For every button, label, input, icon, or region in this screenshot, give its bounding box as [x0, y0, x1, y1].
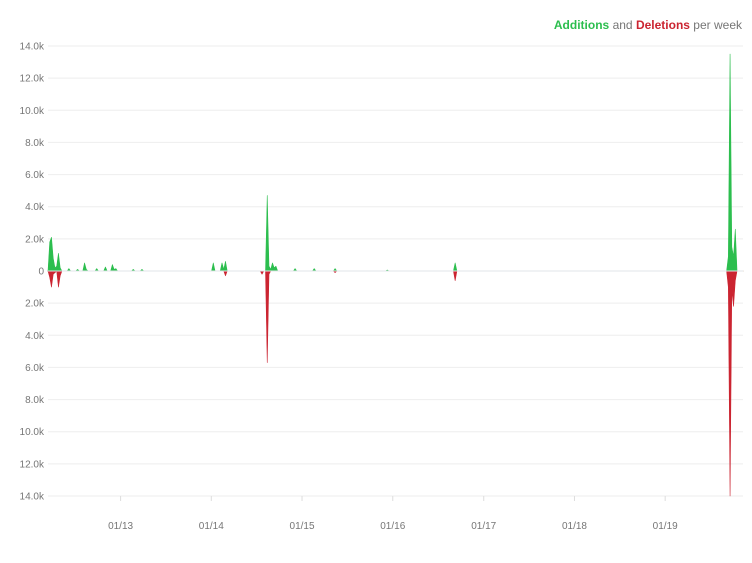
- x-tick-label: 01/16: [380, 521, 405, 532]
- y-tick-label: 10.0k: [20, 427, 45, 438]
- chart-legend: Additions and Deletions per week: [554, 18, 742, 32]
- y-tick-label: 2.0k: [25, 299, 45, 310]
- y-tick-label: 4.0k: [25, 331, 45, 342]
- x-axis: 01/13 01/14 01/15 01/16 01/17 01/18 01/19: [108, 496, 678, 532]
- y-axis: 14.0k 12.0k 10.0k 8.0k 6.0k 4.0k 2.0k 0 2.0k 4.0k…: [20, 42, 45, 503]
- legend-suffix: per week: [693, 18, 742, 32]
- x-tick-label: 01/17: [471, 521, 496, 532]
- y-tick-label: 6.0k: [25, 363, 45, 374]
- y-tick-label: 6.0k: [25, 170, 45, 181]
- deletions-area: [47, 270, 744, 497]
- x-tick-label: 01/14: [199, 521, 224, 532]
- series-areas: [47, 53, 744, 497]
- legend-additions: Additions: [553, 18, 610, 32]
- y-tick-label: 14.0k: [20, 492, 45, 503]
- x-tick-label: 01/18: [562, 521, 587, 532]
- legend-and: and: [612, 18, 633, 32]
- legend-deletions: Deletions: [635, 18, 690, 32]
- y-tick-label: 0: [38, 267, 44, 278]
- x-tick-label: 01/13: [108, 521, 133, 532]
- y-tick-label: 12.0k: [20, 459, 45, 470]
- y-tick-label: 8.0k: [25, 395, 45, 406]
- y-tick-label: 10.0k: [20, 106, 45, 117]
- x-tick-label: 01/19: [653, 521, 678, 532]
- y-tick-label: 14.0k: [20, 42, 45, 53]
- x-tick-label: 01/15: [290, 521, 315, 532]
- y-tick-label: 12.0k: [20, 74, 45, 85]
- y-tick-label: 2.0k: [25, 234, 45, 245]
- y-tick-label: 8.0k: [25, 138, 45, 149]
- y-tick-label: 4.0k: [25, 202, 45, 213]
